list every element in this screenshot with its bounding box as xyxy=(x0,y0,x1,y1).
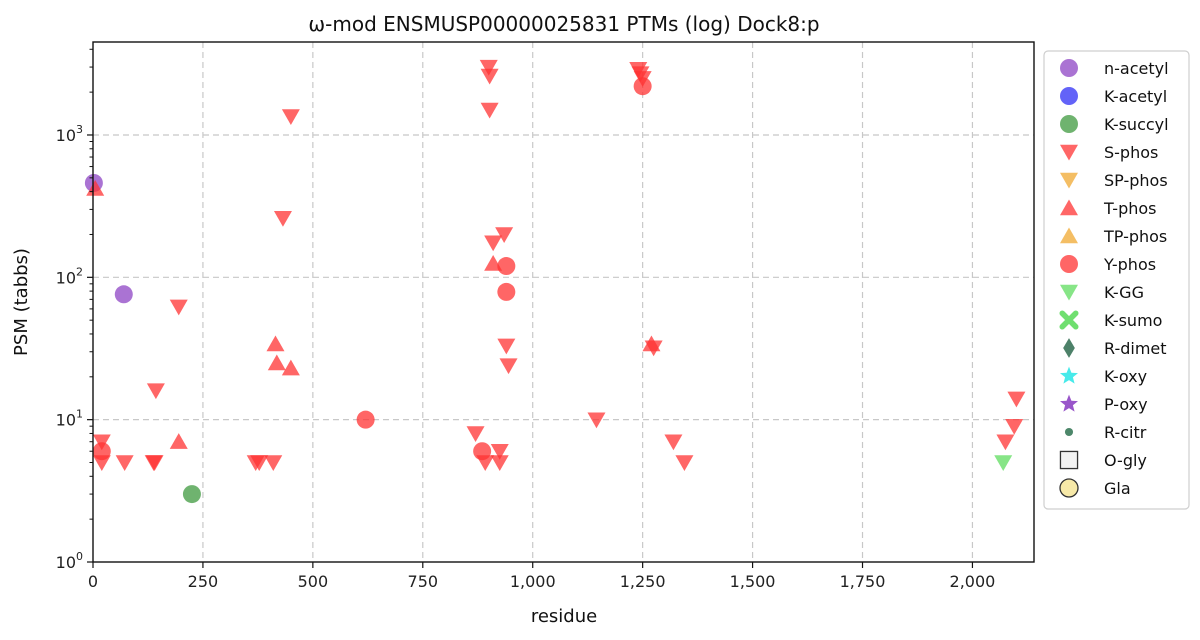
data-point-t-phos xyxy=(642,335,661,352)
data-point-s-phos xyxy=(499,358,518,375)
x-tick-label: 750 xyxy=(408,572,439,591)
legend-label-t-phos: T-phos xyxy=(1103,199,1157,218)
legend-marker-sp-phos xyxy=(1060,172,1078,189)
legend-marker-k-oxy xyxy=(1060,366,1078,384)
grid-lines xyxy=(93,42,1034,562)
data-point-s-phos xyxy=(1005,418,1024,435)
data-point-s-phos xyxy=(479,59,498,76)
y-axis-ticks: 100 101 102 103 xyxy=(56,48,93,572)
data-point-s-phos xyxy=(466,426,485,443)
data-point-s-phos xyxy=(273,211,292,227)
legend-marker-s-phos xyxy=(1060,144,1078,161)
data-point-s-phos xyxy=(145,455,164,472)
legend-marker-o-gly xyxy=(1059,450,1079,470)
x-axis-ticks: 0 250 500 750 1,000 1,250 1,500 1,750 2,000 xyxy=(88,562,995,591)
chart-title: ω-mod ENSMUSP00000025831 PTMs (log) Dock… xyxy=(308,12,819,36)
legend-label-p-oxy: P-oxy xyxy=(1104,395,1148,414)
legend-label-k-gg: K-GG xyxy=(1104,283,1144,302)
legend-marker-gla xyxy=(1059,478,1079,498)
data-point-t-phos xyxy=(281,359,300,376)
legend-marker-y-phos xyxy=(1060,255,1078,273)
data-point-s-phos xyxy=(480,102,499,119)
legend-marker-r-citr xyxy=(1064,427,1074,437)
x-tick-label: 250 xyxy=(188,572,219,591)
data-point-n-acetyl xyxy=(114,285,133,304)
data-point-s-phos xyxy=(495,227,514,244)
data-point-k-gg xyxy=(994,455,1013,472)
data-point-s-phos xyxy=(146,383,165,400)
x-tick-label: 2,000 xyxy=(950,572,996,591)
y-tick-label: 101 xyxy=(56,408,83,430)
x-tick-label: 1,750 xyxy=(840,572,886,591)
data-point-t-phos xyxy=(169,433,188,449)
data-point-s-phos xyxy=(1007,391,1026,408)
data-point-t-phos xyxy=(267,354,286,371)
legend-label-k-acetyl: K-acetyl xyxy=(1104,87,1167,106)
legend-marker-p-oxy xyxy=(1060,394,1078,412)
data-point-y-phos xyxy=(633,77,652,96)
data-point-s-phos xyxy=(264,455,283,472)
data-point-s-phos xyxy=(664,434,683,451)
data-point-s-phos xyxy=(490,455,509,472)
data-point-k-succyl xyxy=(182,485,201,504)
y-axis-title: PSM (tabbs) xyxy=(11,248,32,356)
x-tick-label: 1,500 xyxy=(730,572,776,591)
legend-marker-n-acetyl xyxy=(1060,59,1078,77)
data-point-s-phos xyxy=(169,299,188,316)
x-axis-title: residue xyxy=(531,606,597,627)
legend-label-r-dimet: R-dimet xyxy=(1104,339,1167,358)
legend-box xyxy=(1043,50,1190,510)
data-point-y-phos xyxy=(473,442,492,461)
data-point-s-phos xyxy=(587,412,606,429)
x-tick-label: 1,250 xyxy=(620,572,666,591)
legend-label-o-gly: O-gly xyxy=(1104,451,1147,470)
legend-marker-tp-phos xyxy=(1060,227,1078,244)
data-point-s-phos xyxy=(480,68,499,85)
legend-label-k-succyl: K-succyl xyxy=(1104,115,1169,134)
x-tick-label: 0 xyxy=(88,572,98,591)
legend-label-gla: Gla xyxy=(1104,479,1131,498)
data-point-s-phos xyxy=(281,109,300,125)
y-tick-label: 100 xyxy=(56,550,83,572)
legend: n-acetyl K-acetyl K-succyl S-phos SP-phos T-p… xyxy=(1043,50,1190,510)
legend-label-sp-phos: SP-phos xyxy=(1104,171,1168,190)
data-point-y-phos xyxy=(497,282,516,301)
data-point-s-phos xyxy=(675,455,694,472)
data-point-s-phos xyxy=(250,455,269,472)
x-tick-label: 500 xyxy=(298,572,329,591)
legend-marker-k-succyl xyxy=(1060,115,1078,133)
legend-label-y-phos: Y-phos xyxy=(1103,255,1156,274)
legend-marker-k-sumo xyxy=(1059,310,1079,330)
data-point-t-phos xyxy=(266,335,285,352)
data-point-y-phos xyxy=(92,442,111,461)
legend-label-k-oxy: K-oxy xyxy=(1104,367,1147,386)
legend-label-n-acetyl: n-acetyl xyxy=(1104,59,1169,78)
legend-marker-r-dimet xyxy=(1063,338,1075,358)
data-point-y-phos xyxy=(356,410,375,429)
legend-marker-k-acetyl xyxy=(1060,87,1078,105)
legend-marker-t-phos xyxy=(1060,199,1078,216)
data-point-s-phos xyxy=(490,444,509,460)
data-point-s-phos xyxy=(484,235,503,252)
data-point-y-phos xyxy=(497,257,516,276)
legend-label-k-sumo: K-sumo xyxy=(1104,311,1162,330)
legend-label-r-citr: R-citr xyxy=(1104,423,1147,442)
data-point-s-phos xyxy=(996,434,1015,451)
y-tick-label: 102 xyxy=(56,265,83,287)
y-tick-label: 103 xyxy=(56,123,83,145)
data-points xyxy=(84,59,1026,504)
data-point-s-phos xyxy=(497,338,516,355)
legend-marker-k-gg xyxy=(1060,284,1078,301)
data-point-s-phos xyxy=(92,455,111,472)
legend-items: n-acetyl K-acetyl K-succyl S-phos SP-phos T-p… xyxy=(1059,59,1169,498)
x-tick-label: 1,000 xyxy=(510,572,556,591)
legend-label-s-phos: S-phos xyxy=(1104,143,1158,162)
data-point-s-phos xyxy=(115,455,134,472)
plot-frame xyxy=(92,41,1035,563)
legend-label-tp-phos: TP-phos xyxy=(1103,227,1167,246)
